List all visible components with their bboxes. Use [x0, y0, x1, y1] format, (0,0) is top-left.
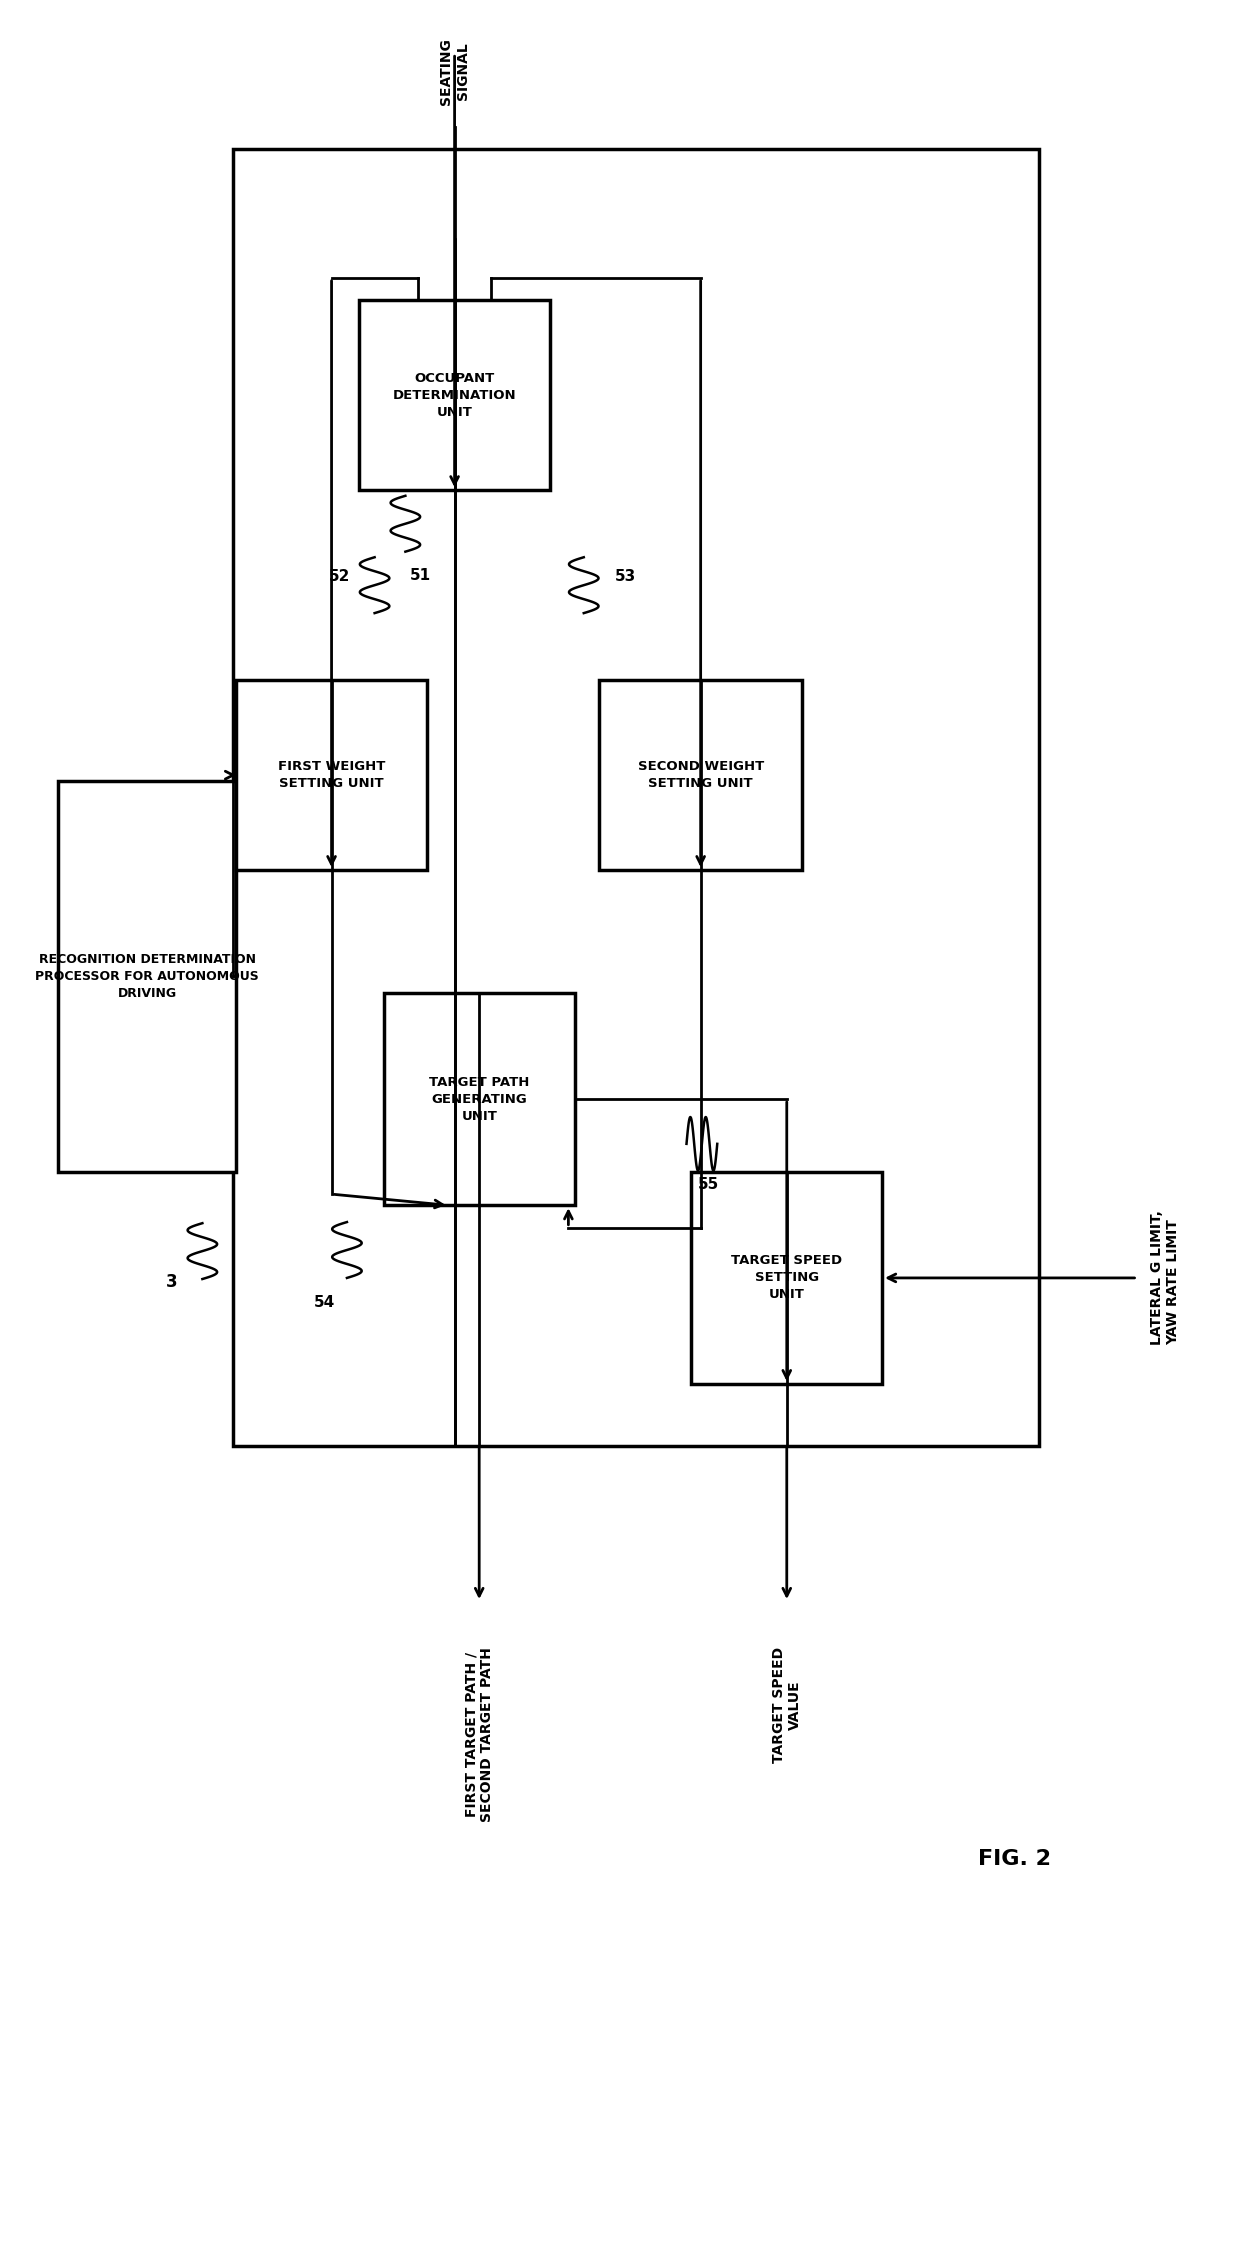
Text: 54: 54	[314, 1294, 335, 1310]
Bar	[384, 994, 574, 1204]
Text: 51: 51	[410, 567, 432, 583]
Bar	[58, 781, 236, 1171]
Text: TARGET SPEED
SETTING
UNIT: TARGET SPEED SETTING UNIT	[732, 1254, 842, 1301]
Bar	[692, 1171, 882, 1384]
Text: FIG. 2: FIG. 2	[978, 1848, 1050, 1868]
Text: SEATING
SIGNAL: SEATING SIGNAL	[439, 38, 470, 105]
Text: FIRST WEIGHT
SETTING UNIT: FIRST WEIGHT SETTING UNIT	[278, 760, 386, 790]
Bar	[233, 150, 1039, 1444]
Bar	[360, 301, 549, 491]
Bar	[599, 680, 802, 870]
Text: 3: 3	[166, 1274, 177, 1292]
Text: 52: 52	[329, 570, 350, 583]
Text: 55: 55	[697, 1178, 719, 1193]
Text: TARGET PATH
GENERATING
UNIT: TARGET PATH GENERATING UNIT	[429, 1077, 529, 1124]
Text: 53: 53	[615, 570, 636, 583]
Text: RECOGNITION DETERMINATION
PROCESSOR FOR AUTONOMOUS
DRIVING: RECOGNITION DETERMINATION PROCESSOR FOR …	[35, 953, 259, 1000]
Text: TARGET SPEED
VALUE: TARGET SPEED VALUE	[771, 1646, 802, 1763]
Bar	[236, 680, 427, 870]
Text: OCCUPANT
DETERMINATION
UNIT: OCCUPANT DETERMINATION UNIT	[393, 372, 516, 419]
Text: SECOND WEIGHT
SETTING UNIT: SECOND WEIGHT SETTING UNIT	[637, 760, 764, 790]
Text: FIRST TARGET PATH /
SECOND TARGET PATH: FIRST TARGET PATH / SECOND TARGET PATH	[464, 1646, 495, 1821]
Text: LATERAL G LIMIT,
YAW RATE LIMIT: LATERAL G LIMIT, YAW RATE LIMIT	[1149, 1211, 1180, 1346]
